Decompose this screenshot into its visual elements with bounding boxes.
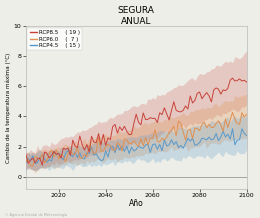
Text: © Agencia Estatal de Meteorología: © Agencia Estatal de Meteorología (5, 213, 67, 217)
X-axis label: Año: Año (129, 199, 144, 208)
Legend: RCP8.5    ( 19 ), RCP6.0    (  7 ), RCP4.5    ( 15 ): RCP8.5 ( 19 ), RCP6.0 ( 7 ), RCP4.5 ( 15… (27, 28, 82, 50)
Title: SEGURA
ANUAL: SEGURA ANUAL (118, 5, 155, 26)
Y-axis label: Cambio de la temperatura máxima (°C): Cambio de la temperatura máxima (°C) (5, 52, 11, 163)
